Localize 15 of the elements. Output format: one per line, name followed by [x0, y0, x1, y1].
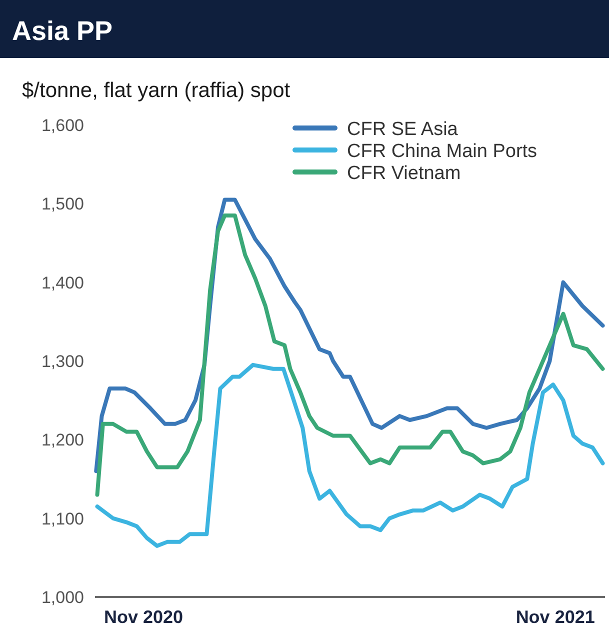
line-series — [95, 362, 605, 548]
legend-label: CFR SE Asia — [347, 119, 458, 140]
legend-label: CFR China Main Ports — [347, 141, 538, 162]
y-tick-label: 1,200 — [41, 430, 84, 450]
y-tick-label: 1,100 — [41, 509, 84, 528]
y-tick-label: 1,500 — [41, 194, 84, 214]
chart-title: Asia PP — [12, 16, 113, 46]
legend-label: CFR Vietnam — [347, 163, 461, 184]
y-tick-label: 1,000 — [41, 588, 84, 607]
y-tick-label: 1,300 — [41, 352, 84, 371]
x-tick-label: Nov 2020 — [104, 607, 184, 627]
y-tick-label: 1,600 — [41, 116, 84, 135]
y-tick-label: 1,400 — [41, 273, 84, 292]
chart-subtitle: $/tonne, flat yarn (raffia) spot — [22, 79, 290, 102]
x-tick-label: Nov 2021 — [516, 607, 595, 627]
